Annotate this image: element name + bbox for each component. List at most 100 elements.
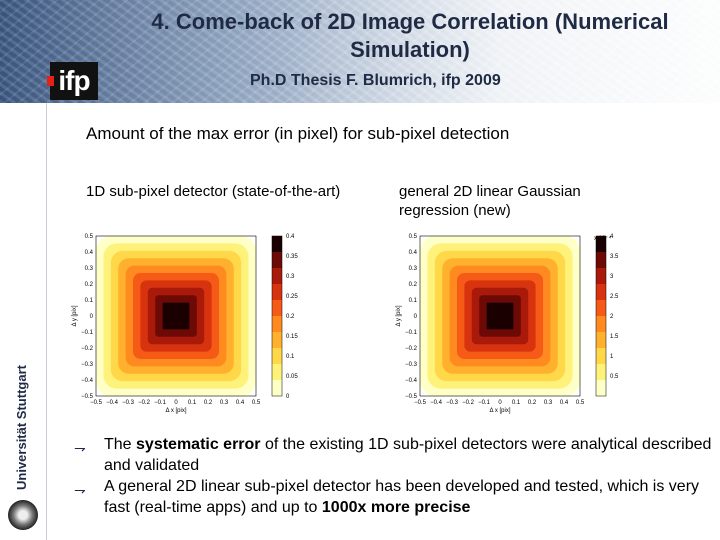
colorbar-segment	[596, 268, 606, 273]
colorbar-segment	[596, 264, 606, 269]
colorbar-segment	[596, 252, 606, 257]
colorbar-segment	[596, 300, 606, 305]
colorbar-segment	[272, 360, 282, 365]
y-tick-label: −0.5	[405, 394, 418, 400]
y-axis-label: Δ y [pix]	[72, 305, 78, 326]
colorbar-tick-label: 2.5	[610, 294, 619, 300]
left-strip	[0, 103, 46, 540]
colorbar-segment	[272, 344, 282, 349]
y-tick-label: −0.4	[81, 378, 94, 384]
colorbar-segment	[272, 300, 282, 305]
x-tick-label: −0.5	[90, 400, 103, 406]
colorbar-segment	[596, 380, 606, 385]
x-tick-label: 0.3	[544, 400, 553, 406]
colorbar-segment	[272, 296, 282, 301]
left-plot-caption: 1D sub-pixel detector (state-of-the-art)	[86, 183, 341, 200]
university-seal	[8, 500, 38, 530]
y-tick-label: −0.2	[81, 346, 94, 352]
colorbar-segment	[596, 344, 606, 349]
colorbar-tick-label: 0.2	[286, 314, 295, 320]
colorbar-segment	[596, 368, 606, 373]
y-tick-label: 0.3	[409, 266, 418, 272]
x-tick-label: 0	[498, 400, 502, 406]
colorbar-segment	[272, 308, 282, 313]
contour-level	[486, 302, 514, 330]
colorbar-segment	[272, 384, 282, 389]
logo-red-mark	[47, 76, 54, 86]
colorbar-segment	[272, 376, 282, 381]
x-tick-label: 0.1	[188, 400, 197, 406]
slide-subtitle: Ph.D Thesis F. Blumrich, ifp 2009	[250, 72, 501, 89]
x-tick-label: −0.2	[462, 400, 475, 406]
bullet-list: ⇁ The systematic error of the existing 1D…	[72, 434, 712, 518]
x-tick-label: 0	[174, 400, 178, 406]
colorbar-tick-label: 0.3	[286, 274, 295, 280]
colorbar-segment	[272, 328, 282, 333]
y-tick-label: 0.2	[85, 282, 94, 288]
y-tick-label: 0.5	[409, 234, 418, 240]
colorbar-frame	[595, 235, 607, 397]
colorbar-frame	[271, 235, 283, 397]
bullet-item: ⇁ A general 2D linear sub-pixel detector …	[74, 478, 700, 516]
colorbar-segment	[596, 324, 606, 329]
x-tick-label: 0.3	[220, 400, 229, 406]
arrow-icon: ⇁	[74, 482, 86, 498]
y-tick-label: −0.3	[405, 362, 418, 368]
colorbar-segment	[596, 248, 606, 253]
y-tick-label: 0.3	[85, 266, 94, 272]
colorbar-segment	[596, 320, 606, 325]
x-tick-label: 0.4	[560, 400, 569, 406]
colorbar-segment	[272, 244, 282, 249]
colorbar-segment	[596, 244, 606, 249]
colorbar-segment	[596, 296, 606, 301]
colorbar-segment	[596, 336, 606, 341]
y-tick-label: 0.4	[85, 250, 94, 256]
colorbar-segment	[272, 340, 282, 345]
colorbar-segment	[272, 248, 282, 253]
colorbar-segment	[596, 388, 606, 393]
ifp-logo: ifp	[47, 62, 98, 100]
slide-header	[0, 0, 720, 103]
y-tick-label: −0.4	[405, 378, 418, 384]
y-tick-label: −0.5	[81, 394, 94, 400]
colorbar-segment	[272, 372, 282, 377]
colorbar-segment	[272, 256, 282, 261]
colorbar-tick-label: 3	[610, 274, 614, 280]
colorbar-segment	[272, 348, 282, 353]
x-tick-label: −0.3	[446, 400, 459, 406]
colorbar-segment	[272, 356, 282, 361]
x-tick-label: 0.2	[204, 400, 213, 406]
colorbar-tick-label: 0.15	[286, 334, 298, 340]
colorbar-segment	[596, 348, 606, 353]
right-error-plot: −0.5 −0.4 −0.3 −0.2 −0.1 0 0.1 0.2 0.3 0.4 0.50.50…	[384, 228, 638, 418]
left-error-plot: −0.5 −0.4 −0.3 −0.2 −0.1 0 0.1 0.2 0.3 0.4 0.50.50…	[66, 228, 310, 418]
university-label: Universität Stuttgart	[14, 365, 29, 490]
colorbar-segment	[272, 276, 282, 281]
colorbar-tick-label: 0.25	[286, 294, 298, 300]
colorbar-segment	[272, 240, 282, 245]
colorbar-segment	[596, 276, 606, 281]
colorbar-segment	[596, 284, 606, 289]
y-axis-label: Δ y [pix]	[396, 305, 402, 326]
y-tick-label: 0	[414, 314, 418, 320]
y-tick-label: 0.2	[409, 282, 418, 288]
colorbar-segment	[596, 308, 606, 313]
colorbar-segment	[596, 328, 606, 333]
colorbar-segment	[272, 284, 282, 289]
colorbar-tick-label: 4	[610, 234, 614, 240]
y-tick-label: 0.1	[409, 298, 418, 304]
colorbar-segment	[272, 324, 282, 329]
colorbar-segment	[272, 260, 282, 265]
colorbar-tick-label: 1	[610, 354, 614, 360]
logo-text: ifp	[58, 65, 90, 96]
y-tick-label: 0.5	[85, 234, 94, 240]
colorbar-segment	[272, 336, 282, 341]
colorbar-segment	[272, 332, 282, 337]
colorbar-segment	[272, 352, 282, 357]
plot-frame	[419, 235, 581, 397]
colorbar-segment	[596, 352, 606, 357]
colorbar-segment	[596, 236, 606, 241]
y-tick-label: 0	[90, 314, 94, 320]
x-tick-label: −0.3	[122, 400, 135, 406]
colorbar-segment	[272, 368, 282, 373]
